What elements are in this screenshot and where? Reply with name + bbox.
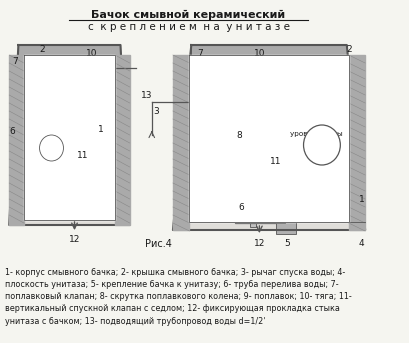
Text: 1- корпус смывного бачка; 2- крышка смывного бачка; 3- рычаг спуска воды; 4-
пло: 1- корпус смывного бачка; 2- крышка смыв… [4,268,351,326]
Text: 12: 12 [69,235,80,244]
Text: 1: 1 [358,196,364,204]
Text: уровень воды: уровень воды [290,131,342,137]
Polygon shape [348,55,364,230]
Text: 11: 11 [270,157,281,166]
Text: 12: 12 [253,239,265,248]
Text: 9: 9 [332,145,338,154]
Text: 8: 8 [236,130,241,140]
Text: 6: 6 [9,128,15,137]
Bar [257,122,271,210]
Circle shape [303,125,339,165]
Bar [191,45,346,55]
Text: 9: 9 [50,147,56,156]
Text: 7: 7 [12,58,18,67]
Polygon shape [9,55,24,225]
Bar [249,95,255,227]
Polygon shape [173,45,364,230]
Circle shape [39,135,63,161]
Bar [234,208,284,223]
Bar [204,95,220,135]
Polygon shape [189,55,348,222]
Bar [18,45,120,55]
Text: 5: 5 [283,239,289,248]
Text: 2: 2 [39,46,45,55]
Bar [63,98,67,220]
Text: 13: 13 [141,91,153,99]
Bar [337,208,357,222]
Text: 1: 1 [98,126,104,134]
Bar [111,62,126,76]
Bar [70,120,81,202]
Bar [29,98,44,136]
Text: 6: 6 [238,203,243,213]
Text: 3: 3 [153,107,159,117]
Polygon shape [24,55,115,220]
Polygon shape [115,55,129,225]
Bar [57,205,92,219]
Text: Бачок смывной керамический: Бачок смывной керамический [91,10,285,20]
Text: 10: 10 [253,49,265,59]
Text: 10: 10 [86,49,97,59]
Text: Рис.4: Рис.4 [144,239,171,249]
Polygon shape [173,55,189,230]
Text: 2: 2 [346,46,351,55]
Text: 11: 11 [77,151,88,159]
Text: 7: 7 [197,49,203,59]
Polygon shape [9,45,129,225]
Text: 4: 4 [358,239,364,248]
Text: с  к р е п л е н и е м  н а  у н и т а з е: с к р е п л е н и е м н а у н и т а з е [88,22,289,32]
Bar [275,222,295,234]
